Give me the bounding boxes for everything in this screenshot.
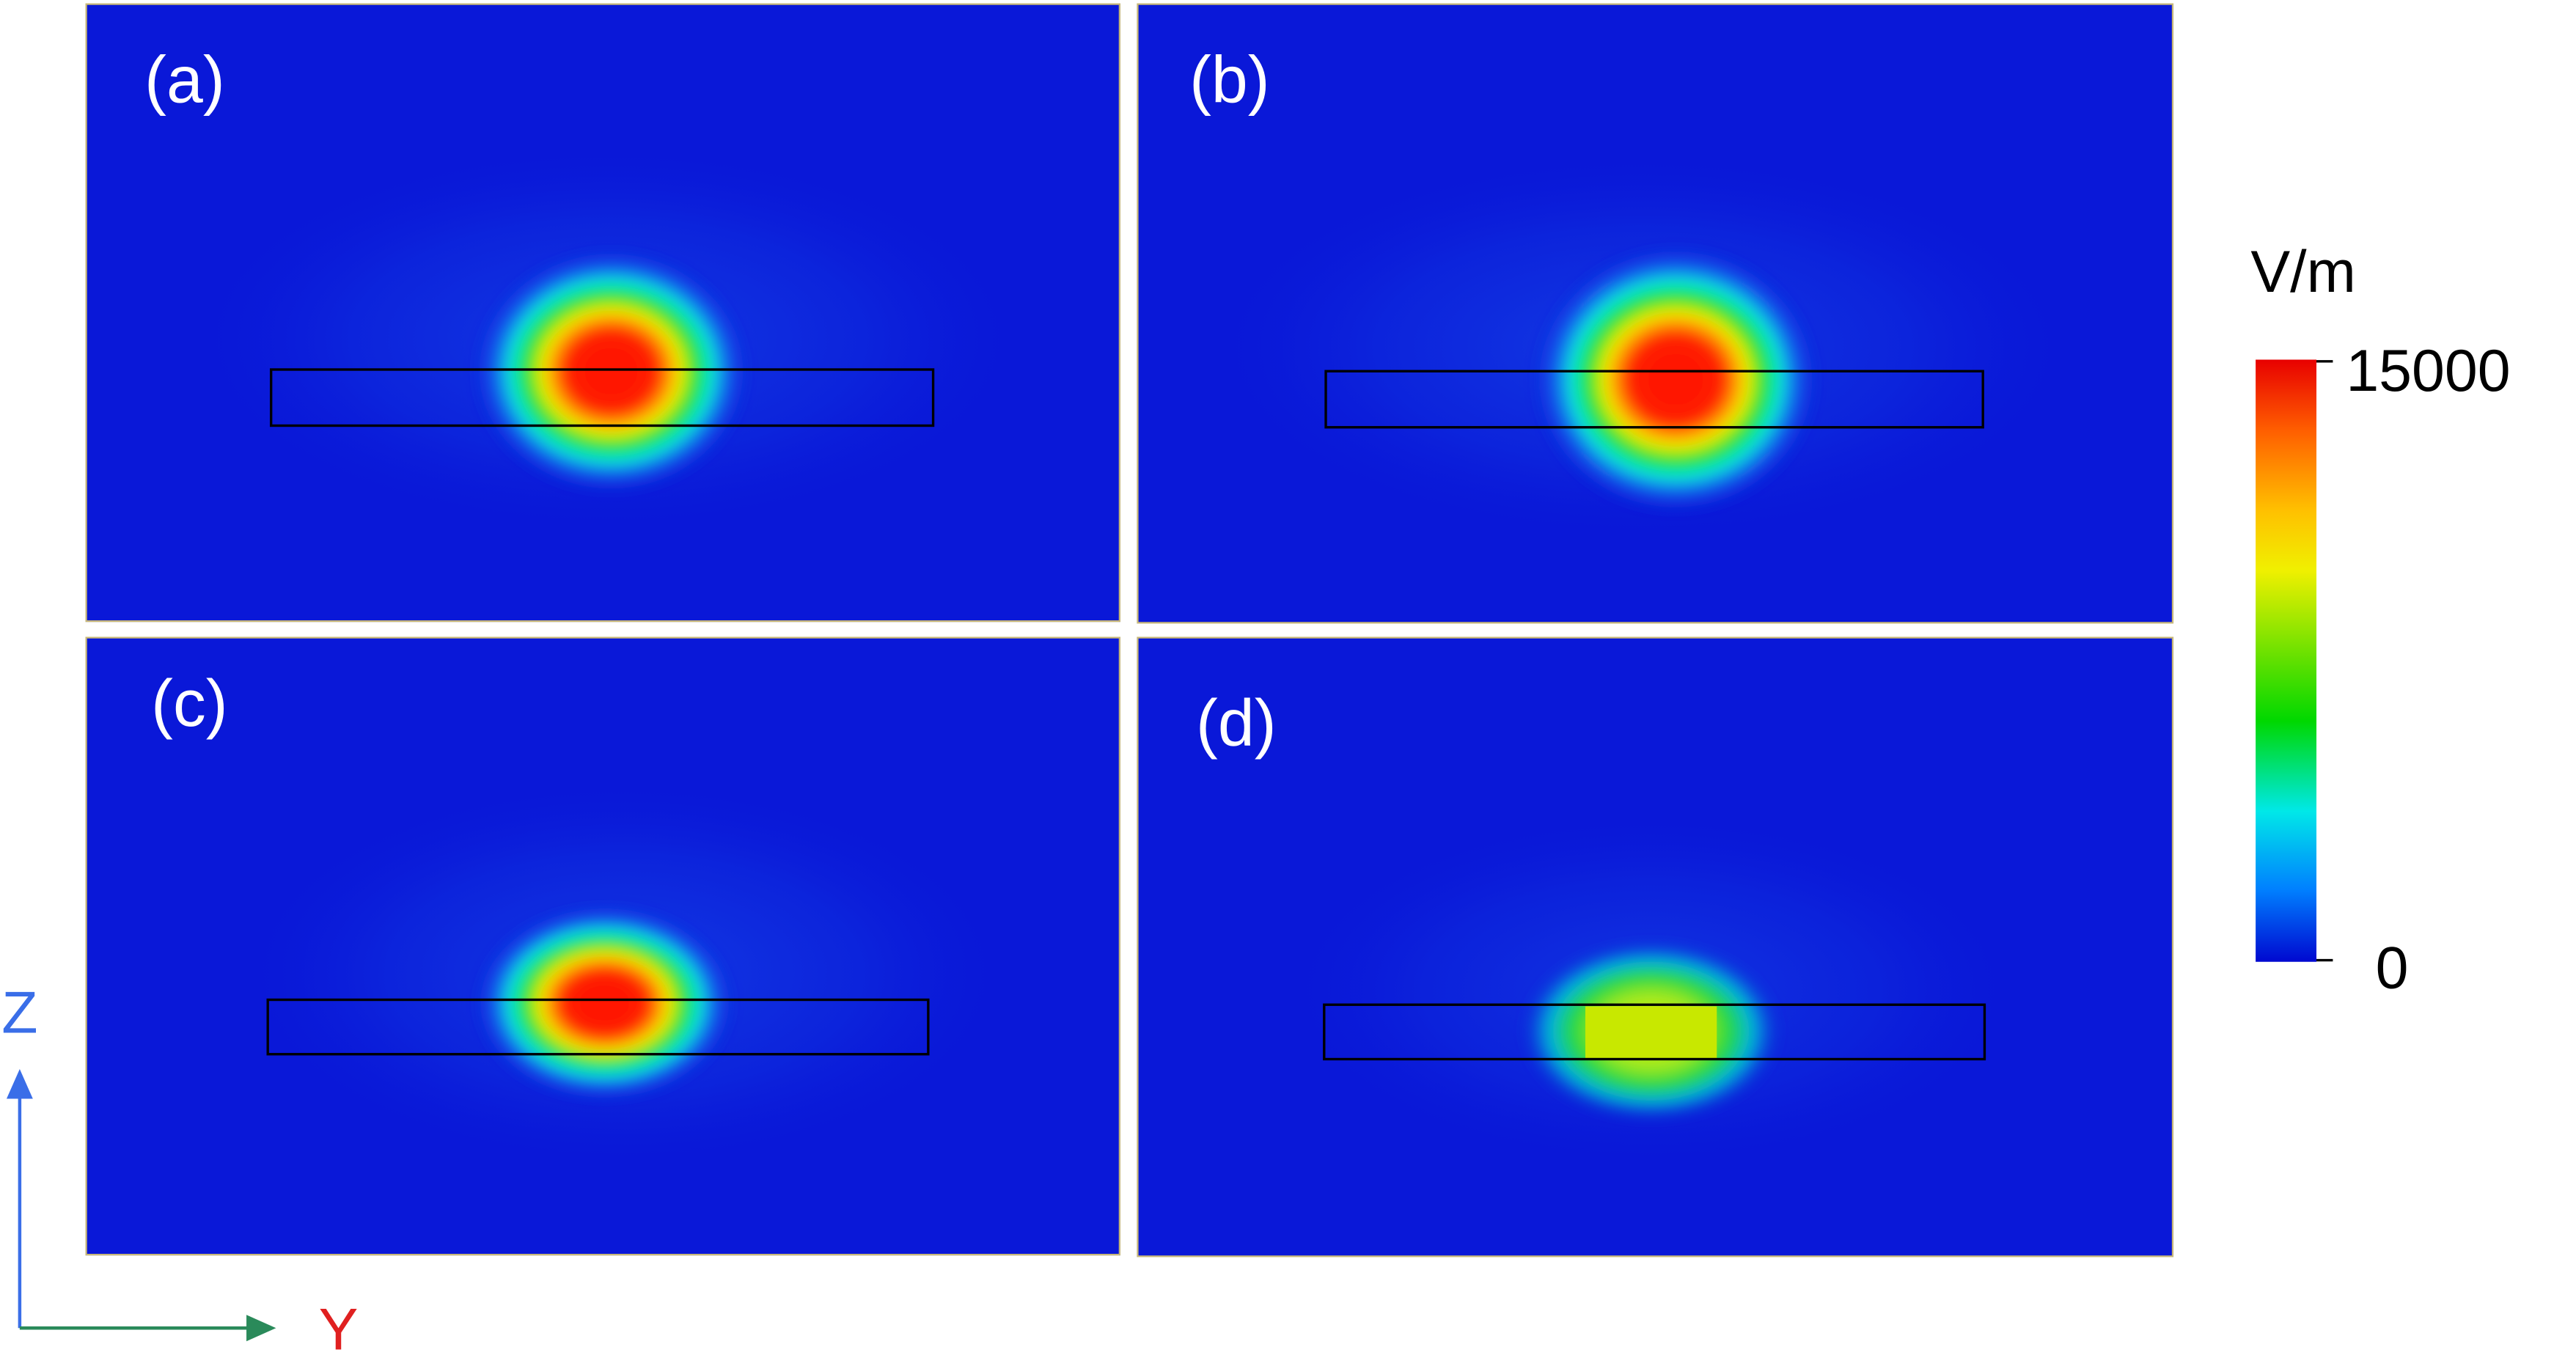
colorbar	[2256, 359, 2317, 962]
panel-a	[85, 3, 1120, 623]
colorbar-unit: V/m	[2250, 239, 2355, 305]
panel-label: (d)	[1196, 687, 1277, 760]
axis-label-y: Y	[319, 1296, 359, 1362]
axis-label-z: Z	[1, 980, 37, 1046]
panel-labels: (a) (b) (c) (d)	[144, 43, 1276, 760]
axes-indicator: Z Y	[1, 980, 358, 1362]
panel-label: (c)	[151, 667, 227, 741]
panel-b	[1137, 3, 2174, 624]
colorbar-min: 0	[2376, 936, 2409, 1002]
panel-d	[1137, 636, 2174, 1257]
colorbar-max: 15000	[2346, 338, 2510, 404]
panel-label: (a)	[144, 43, 225, 117]
panel-label: (b)	[1189, 43, 1270, 117]
panel-c	[85, 636, 1120, 1256]
